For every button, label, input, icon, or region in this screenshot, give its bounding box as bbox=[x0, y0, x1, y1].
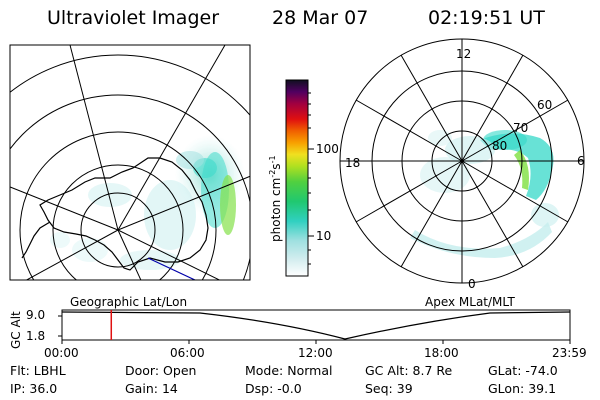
peninsula-coastline bbox=[21, 221, 51, 259]
coast-segment bbox=[147, 257, 196, 280]
mlat-label-70: 70 bbox=[513, 121, 529, 135]
color-bar bbox=[285, 79, 309, 277]
timeline-x-tick-2359: 23:59 bbox=[552, 346, 587, 360]
timeline-y-tick-high: 9.0 bbox=[26, 308, 46, 322]
longitude-lines bbox=[10, 45, 250, 280]
mlt-label-6: 6 bbox=[577, 154, 585, 168]
magnetic-map-label: Apex MLat/MLT bbox=[425, 295, 515, 309]
mlat-label-80: 80 bbox=[492, 139, 508, 153]
unit-main: photon cm bbox=[269, 177, 283, 242]
unit-sup2: -1 bbox=[268, 155, 277, 164]
info-dsp: Dsp: -0.0 bbox=[245, 381, 302, 396]
colorbar-tick-10: 10 bbox=[316, 229, 332, 243]
unit-sup1: -2 bbox=[268, 169, 277, 178]
magnetic-map bbox=[339, 38, 585, 284]
colorbar-unit-label: photon cm-2s-1 bbox=[268, 155, 283, 242]
time-label: 02:19:51 UT bbox=[428, 7, 545, 29]
timeline-plot bbox=[58, 309, 571, 344]
geographic-map-label: Geographic Lat/Lon bbox=[70, 295, 188, 309]
timeline-frame bbox=[61, 309, 571, 341]
info-glon: GLon: 39.1 bbox=[488, 381, 557, 396]
mlt-spokes bbox=[340, 39, 584, 283]
colorbar-tick-100: 100 bbox=[316, 142, 339, 156]
info-flt: Flt: LBHL bbox=[10, 363, 66, 378]
mlt-label-12: 12 bbox=[456, 47, 472, 61]
timeline-x-tick-0000: 00:00 bbox=[44, 346, 79, 360]
latitude-circles bbox=[10, 54, 250, 280]
info-mode: Mode: Normal bbox=[245, 363, 333, 378]
mlt-label-0: 0 bbox=[468, 277, 476, 291]
date-label: 28 Mar 07 bbox=[272, 7, 369, 29]
aurora-emission-right bbox=[410, 130, 559, 258]
geographic-map bbox=[10, 45, 250, 280]
info-glat: GLat: -74.0 bbox=[488, 363, 558, 378]
mlt-label-18: 18 bbox=[345, 156, 361, 170]
geographic-map-frame bbox=[9, 44, 251, 281]
timeline-x-ticks bbox=[58, 315, 571, 344]
color-bar-ticks bbox=[308, 92, 314, 265]
altitude-curve bbox=[61, 311, 571, 340]
antarctica-coastline bbox=[39, 157, 209, 271]
timeline-x-tick-0600: 06:00 bbox=[170, 346, 205, 360]
timeline-x-tick-1200: 12:00 bbox=[298, 346, 333, 360]
mlat-label-60: 60 bbox=[537, 98, 553, 112]
timeline-x-tick-1800: 18:00 bbox=[424, 346, 459, 360]
info-gc-alt: GC Alt: 8.7 Re bbox=[365, 363, 453, 378]
info-ip: IP: 36.0 bbox=[10, 381, 58, 396]
info-seq: Seq: 39 bbox=[365, 381, 413, 396]
info-door: Door: Open bbox=[125, 363, 197, 378]
timeline-y-tick-low: 1.8 bbox=[26, 329, 46, 343]
app-title: Ultraviolet Imager bbox=[47, 7, 220, 29]
aurora-emission-left bbox=[50, 135, 245, 270]
timeline-y-axis-label: GC Alt bbox=[9, 311, 23, 349]
unit-mid: s bbox=[269, 163, 283, 170]
info-gain: Gain: 14 bbox=[125, 381, 178, 396]
